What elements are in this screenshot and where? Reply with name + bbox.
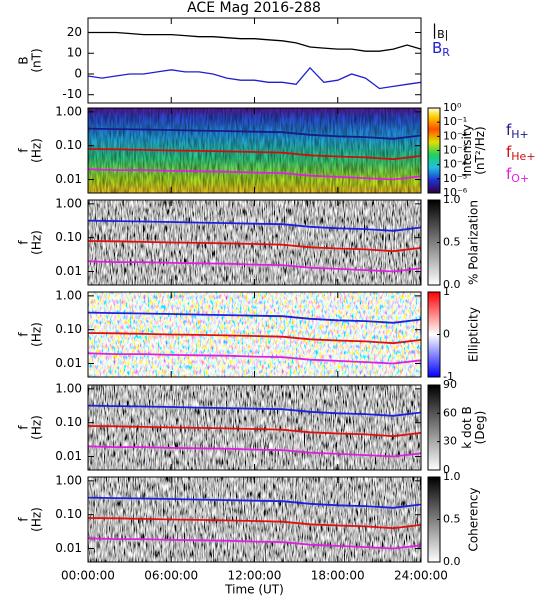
colorbar-tick-label: 10⁻⁴	[443, 158, 468, 171]
colorbar-label: (nT²/Hz)	[473, 126, 487, 174]
y-tick-label: 0.10	[55, 322, 82, 336]
series-line	[87, 496, 422, 509]
colorbar-tick-label: 10⁻²	[443, 129, 467, 142]
colorbar-label: k dot B	[460, 406, 474, 448]
legend-entry: fHe+	[506, 143, 536, 164]
series-line	[87, 517, 422, 530]
y-tick-label: -10	[62, 87, 82, 101]
y-tick-label: 0.01	[55, 356, 82, 370]
y-axis-label: f	[17, 332, 31, 337]
colorbar-tick-label: 1.0	[443, 193, 461, 206]
plot-frame	[87, 476, 422, 563]
x-tick-label: 06:00:00	[144, 569, 198, 583]
series-line	[87, 352, 422, 365]
y-tick-label: 0.01	[55, 449, 82, 463]
y-tick-label: 20	[67, 25, 82, 39]
y-axis-label: (Hz)	[30, 138, 44, 163]
colorbar-label: Ellipticity	[467, 307, 481, 362]
colorbar-tick-label: 0.5	[443, 513, 461, 526]
colorbar-tick-label: 90	[443, 378, 457, 391]
chart-title: ACE Mag 2016-288	[187, 0, 321, 16]
y-axis-label: (nT)	[30, 48, 44, 72]
y-tick-label: 0.10	[55, 507, 82, 521]
y-tick-label: 0.10	[55, 415, 82, 429]
colorbar-tick-label: 30	[443, 435, 457, 448]
colorbar-tick-label: 0	[443, 328, 450, 341]
y-tick-label: 0.01	[55, 541, 82, 555]
series-line	[87, 127, 422, 140]
plot-frame	[87, 291, 422, 378]
plot-frame	[87, 384, 422, 471]
series-line	[87, 332, 422, 345]
series-line	[87, 240, 422, 253]
series-line	[87, 425, 422, 438]
y-axis-label: (Hz)	[30, 322, 44, 347]
colorbar-tick-label: 10⁻³	[443, 144, 467, 157]
series-line	[87, 537, 422, 550]
y-tick-label: 0.01	[55, 172, 82, 186]
series-line	[87, 445, 422, 458]
colorbar-tick-label: 0.0	[443, 555, 461, 568]
y-axis-label: (Hz)	[30, 230, 44, 255]
colorbar-tick-label: -1	[443, 370, 454, 383]
colorbar-tick-label: 0	[443, 463, 450, 476]
colorbar-tick-label: 10⁻⁶	[443, 186, 468, 199]
y-tick-label: 1.00	[55, 381, 82, 395]
legend-entry: BR	[432, 39, 450, 60]
y-tick-label: 10	[67, 46, 82, 60]
colorbar-tick-label: 10⁻¹	[443, 115, 467, 128]
colorbar-tick-label: 1.0	[443, 470, 461, 483]
y-tick-label: 0.10	[55, 138, 82, 152]
y-tick-label: 1.00	[55, 473, 82, 487]
y-axis-label: f	[17, 240, 31, 245]
legend-entry: fO+	[506, 165, 529, 186]
y-axis-label: f	[17, 148, 31, 153]
series-line	[87, 168, 422, 181]
colorbar-tick-label: 10⁻⁵	[443, 172, 467, 185]
x-tick-label: 00:00:00	[61, 569, 115, 583]
y-axis-label: B	[17, 56, 31, 64]
series-line	[87, 148, 422, 161]
plot-frame	[87, 107, 422, 194]
legend-entry: |B|	[432, 21, 448, 42]
y-tick-label: 1.00	[55, 288, 82, 302]
colorbar-label: (Deg)	[473, 411, 487, 445]
x-tick-label: 12:00:00	[228, 569, 282, 583]
y-tick-label: 0.01	[55, 264, 82, 278]
colorbar-tick-label: 0.5	[443, 236, 461, 249]
colorbar-tick-label: 1	[443, 285, 450, 298]
y-axis-label: f	[17, 517, 31, 522]
plot-frame	[87, 17, 422, 104]
series-line	[87, 219, 422, 232]
colorbar-tick-label: 60	[443, 406, 457, 419]
plot-frame	[87, 199, 422, 286]
y-tick-label: 1.00	[55, 196, 82, 210]
x-axis-label: Time (UT)	[224, 583, 284, 597]
series-line	[87, 311, 422, 324]
colorbar-tick-label: 0.0	[443, 278, 461, 291]
colorbar-label: Intensity	[460, 124, 474, 176]
series-line	[87, 66, 422, 90]
y-tick-label: 1.00	[55, 104, 82, 118]
y-axis-label: f	[17, 425, 31, 430]
y-tick-label: 0	[74, 66, 82, 80]
x-tick-label: 18:00:00	[311, 569, 365, 583]
colorbar	[427, 384, 441, 471]
series-line	[87, 404, 422, 417]
legend-entry: fH+	[506, 121, 529, 142]
y-axis-label: (Hz)	[30, 507, 44, 532]
x-tick-label: 24:00:00	[394, 569, 448, 583]
colorbar-label: Coherency	[467, 487, 481, 551]
colorbar-label: % Polarization	[467, 200, 481, 285]
series-line	[87, 260, 422, 273]
series-line	[88, 31, 422, 52]
y-axis-label: (Hz)	[30, 415, 44, 440]
colorbar-tick-label: 10⁰	[443, 101, 462, 114]
y-tick-label: 0.10	[55, 230, 82, 244]
